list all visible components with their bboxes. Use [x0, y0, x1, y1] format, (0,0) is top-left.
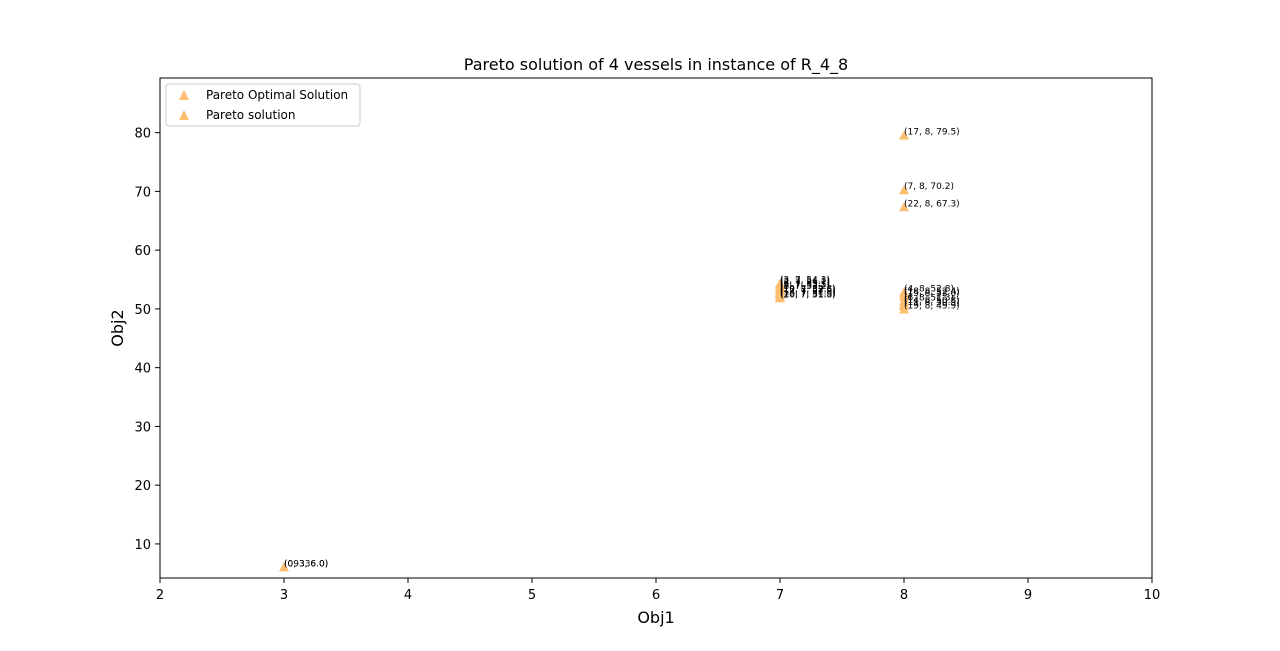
- y-tick-label: 10: [134, 538, 151, 553]
- pareto-solution-point: [775, 293, 785, 303]
- point-label: (20, 7, 51.8): [780, 290, 836, 300]
- legend-label-optimal: Pareto Optimal Solution: [206, 88, 348, 102]
- y-tick-label: 30: [134, 420, 151, 435]
- y-tick-label: 70: [134, 185, 151, 200]
- point-label: (3, 7, 54.3): [780, 276, 830, 286]
- y-tick-label: 60: [134, 244, 151, 259]
- x-tick-label: 5: [528, 588, 536, 603]
- y-tick-label: 20: [134, 479, 151, 494]
- x-tick-label: 3: [280, 588, 288, 603]
- y-tick-label: 50: [134, 303, 151, 318]
- y-axis-label: Obj2: [108, 309, 127, 346]
- pareto-solution-point: [899, 299, 909, 309]
- point-label: (5, 7, 53.7): [780, 279, 830, 289]
- point-label: (13, 7, 52.3): [780, 287, 836, 297]
- y-axis: 10 20 30 40 50 60 70 80: [134, 127, 160, 553]
- pareto-solution-point: [775, 278, 785, 288]
- point-label: (0, 3, 6.0): [284, 559, 328, 569]
- point-label: (15, 8, 52.0): [904, 289, 960, 299]
- y-tick-label: 80: [134, 127, 151, 142]
- x-tick-label: 10: [1144, 588, 1161, 603]
- point-label: (4, 8, 52.8): [904, 284, 954, 294]
- point-label: (18, 8, 52.4): [904, 287, 960, 297]
- point-label: (11, 8, 50.5): [904, 298, 960, 308]
- point-label: (19, 8, 49.9): [904, 301, 960, 311]
- pareto-optimal-point: [899, 130, 909, 140]
- pareto-optimal-point: [899, 202, 909, 212]
- point-label: (14, 8, 50.8): [904, 296, 960, 306]
- legend: Pareto Optimal Solution Pareto solution: [165, 83, 361, 127]
- point-label: (2, 7, 54.1): [780, 277, 830, 287]
- point-label: (12, 7, 52.6): [780, 286, 836, 296]
- point-label: (7, 8, 70.2): [904, 182, 954, 192]
- point-label: (22, 8, 67.3): [904, 199, 960, 209]
- legend-label-solution: Pareto solution: [206, 108, 295, 122]
- pareto-solution-point: [775, 288, 785, 298]
- x-axis: 2 3 4 5 6 7 8 9 10: [156, 578, 1160, 603]
- point-label: (17, 8, 79.5): [904, 128, 960, 138]
- point-label: (09336.0): [284, 559, 328, 569]
- legend-marker-optimal: [179, 90, 189, 100]
- data-labels: (09336.0) (17, 8, 79.5) (7, 8, 70.2) (22, 8…: [284, 128, 960, 570]
- pareto-optimal-point: [899, 185, 909, 195]
- x-tick-label: 9: [1024, 588, 1032, 603]
- pareto-solution-point: [899, 289, 909, 299]
- point-label: (10, 7, 52.8): [780, 284, 836, 294]
- legend-box: [165, 83, 361, 127]
- x-tick-label: 7: [776, 588, 784, 603]
- pareto-solution-point: [279, 562, 289, 572]
- x-axis-label: Obj1: [637, 608, 674, 627]
- chart-title: Pareto solution of 4 vessels in instance…: [464, 55, 848, 75]
- pareto-solution-point: [775, 283, 785, 293]
- x-tick-label: 6: [652, 588, 660, 603]
- point-label: (9, 7, 53.5): [780, 280, 830, 290]
- point-label: (8, 7, 53.2): [780, 282, 830, 292]
- x-tick-label: 2: [156, 588, 164, 603]
- data-points: [279, 130, 909, 572]
- point-label: (16, 7, 51.9): [780, 290, 836, 300]
- y-tick-label: 40: [134, 362, 151, 377]
- point-label: (6, 8, 51.3): [904, 293, 954, 303]
- x-tick-label: 4: [404, 588, 412, 603]
- legend-marker-solution: [179, 110, 189, 120]
- x-tick-label: 8: [900, 588, 908, 603]
- pareto-optimal-point: [899, 304, 909, 314]
